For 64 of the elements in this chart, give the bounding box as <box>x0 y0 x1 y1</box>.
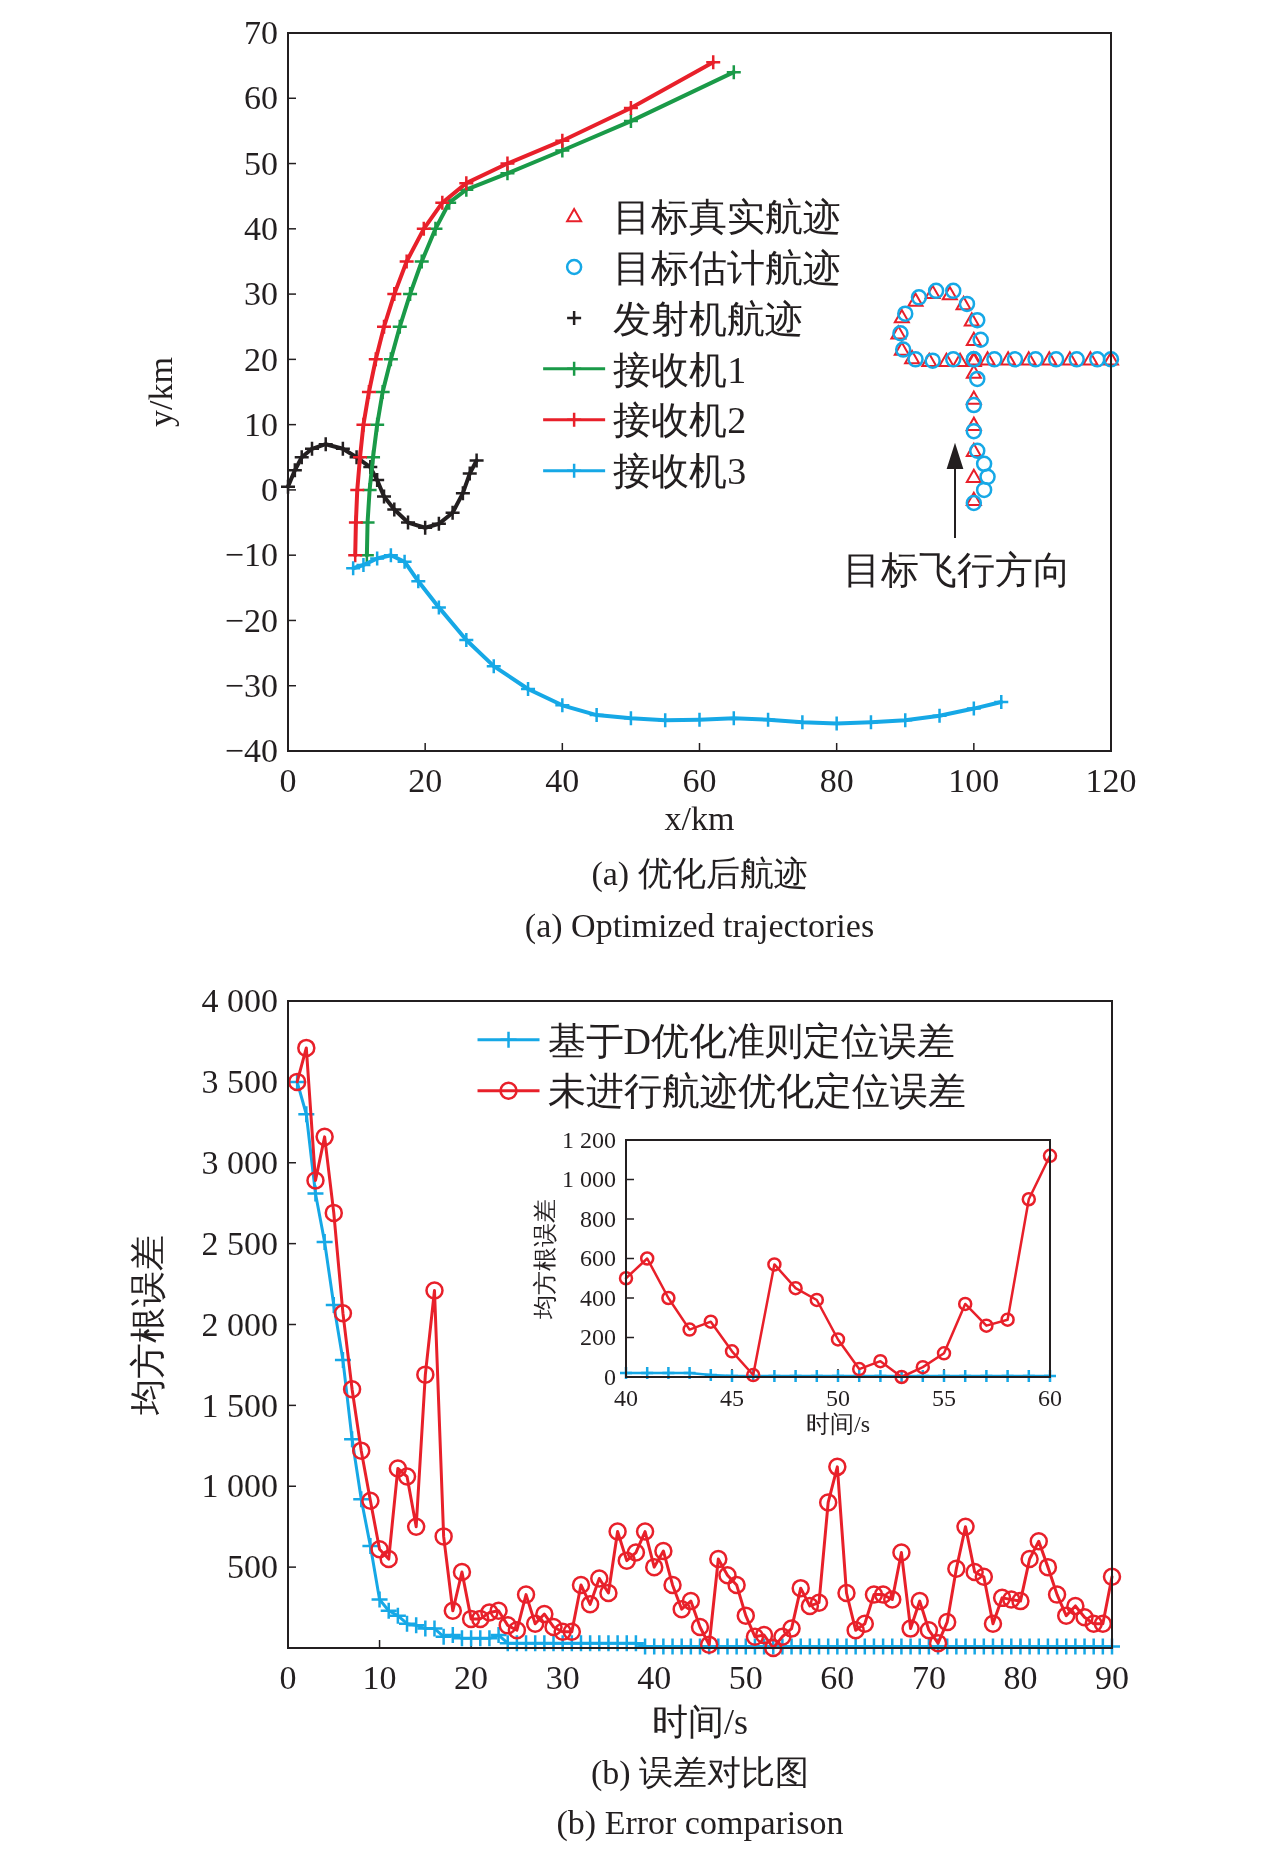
x-tick-label: 10 <box>362 1658 397 1696</box>
y-tick-label: 1 000 <box>201 1467 278 1505</box>
y-tick-label: 0 <box>261 471 278 509</box>
legend-label: 未进行航迹优化定位误差 <box>547 1070 966 1113</box>
x-tick-label: 20 <box>408 761 443 799</box>
y-tick-label: 0 <box>604 1363 616 1390</box>
y-tick-label: 800 <box>580 1205 616 1232</box>
legend-label: 目标估计航迹 <box>613 246 842 289</box>
y-tick-label: −10 <box>224 536 278 574</box>
y-tick-label: 400 <box>580 1284 616 1311</box>
x-tick-label: 50 <box>728 1658 763 1696</box>
x-tick-label: 40 <box>637 1658 672 1696</box>
x-tick-label: 60 <box>1038 1384 1062 1411</box>
legend-label: 接收机3 <box>613 450 747 493</box>
y-tick-label: 1 200 <box>562 1126 616 1153</box>
y-tick-label: 60 <box>244 79 278 117</box>
x-tick-label: 80 <box>1003 1658 1038 1696</box>
x-tick-label: 100 <box>948 761 1000 799</box>
x-tick-label: 40 <box>614 1384 638 1411</box>
y-tick-label: 1 000 <box>562 1166 616 1193</box>
legend-label: 接收机2 <box>613 399 747 442</box>
y-tick-label: −40 <box>224 732 278 770</box>
x-tick-label: 90 <box>1095 1658 1129 1696</box>
x-tick-label: 60 <box>820 1658 855 1696</box>
x-tick-label: 20 <box>454 1658 489 1696</box>
text: (a) Optimized trajectories <box>524 907 875 945</box>
x-axis-title: x/km <box>664 800 735 837</box>
text: (b) Error comparison <box>556 1804 844 1842</box>
y-tick-label: 2 500 <box>201 1224 278 1262</box>
y-axis-title: y/km <box>141 357 179 427</box>
x-tick-label: 60 <box>682 761 717 799</box>
annotation: 目标飞行方向 <box>843 549 1071 591</box>
y-tick-label: 30 <box>244 275 278 313</box>
y-axis-title: 均方根误差 <box>532 1198 558 1320</box>
y-tick-label: 1 500 <box>201 1386 278 1424</box>
y-tick-label: 2 000 <box>201 1305 278 1343</box>
y-tick-label: 3 500 <box>201 1063 278 1101</box>
legend-label: 发射机航迹 <box>613 297 804 340</box>
y-tick-label: 40 <box>244 210 278 248</box>
legend-label: 接收机1 <box>613 348 747 391</box>
x-tick-label: 70 <box>911 1658 946 1696</box>
y-tick-label: 4 000 <box>201 982 278 1020</box>
y-tick-label: 10 <box>244 405 278 443</box>
x-tick-label: 80 <box>819 761 854 799</box>
y-tick-label: 200 <box>580 1324 616 1351</box>
x-tick-label: 55 <box>932 1384 956 1411</box>
x-tick-label: 45 <box>720 1384 744 1411</box>
text: (b) 误差对比图 <box>590 1754 810 1792</box>
y-tick-label: 600 <box>580 1245 616 1272</box>
y-tick-label: −30 <box>224 666 278 704</box>
x-axis-title: 时间/s <box>651 1702 749 1742</box>
legend-label: 目标真实航迹 <box>613 195 842 238</box>
y-tick-label: 20 <box>244 340 278 378</box>
y-tick-label: 3 000 <box>201 1143 278 1181</box>
x-axis-title: 时间/s <box>805 1411 871 1437</box>
y-axis-title: 均方根误差 <box>128 1234 168 1416</box>
legend-label: 基于D优化准则定位误差 <box>547 1019 955 1062</box>
text: (a) 优化后航迹 <box>591 855 808 893</box>
y-tick-label: 500 <box>227 1548 278 1586</box>
y-tick-label: 70 <box>244 14 278 52</box>
x-tick-label: 120 <box>1085 761 1137 799</box>
x-tick-label: 50 <box>826 1384 850 1411</box>
y-tick-label: 50 <box>244 144 278 182</box>
y-tick-label: −20 <box>224 601 278 639</box>
